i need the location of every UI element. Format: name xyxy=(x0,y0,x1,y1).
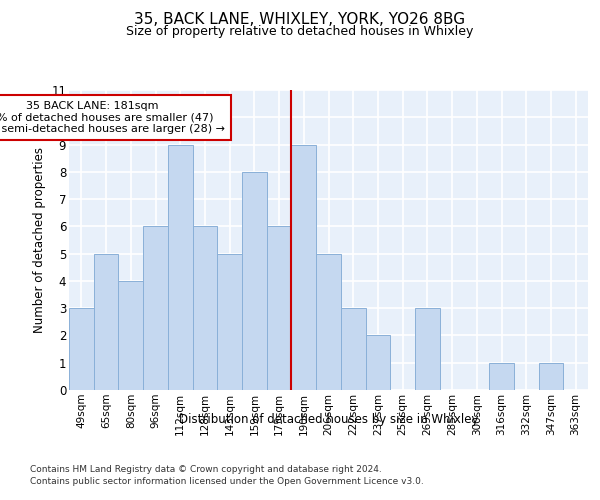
Bar xyxy=(69,308,94,390)
Bar xyxy=(267,226,292,390)
Bar xyxy=(316,254,341,390)
Bar xyxy=(539,362,563,390)
Y-axis label: Number of detached properties: Number of detached properties xyxy=(32,147,46,333)
Bar xyxy=(489,362,514,390)
Text: 35 BACK LANE: 181sqm
← 63% of detached houses are smaller (47)
37% of semi-detac: 35 BACK LANE: 181sqm ← 63% of detached h… xyxy=(0,101,225,134)
Bar xyxy=(143,226,168,390)
Text: Size of property relative to detached houses in Whixley: Size of property relative to detached ho… xyxy=(127,25,473,38)
Bar xyxy=(168,144,193,390)
Bar xyxy=(365,336,390,390)
Bar xyxy=(415,308,440,390)
Text: Contains public sector information licensed under the Open Government Licence v3: Contains public sector information licen… xyxy=(30,478,424,486)
Bar xyxy=(341,308,365,390)
Bar xyxy=(217,254,242,390)
Bar xyxy=(118,281,143,390)
Bar xyxy=(292,144,316,390)
Bar xyxy=(94,254,118,390)
Text: Distribution of detached houses by size in Whixley: Distribution of detached houses by size … xyxy=(179,412,479,426)
Bar xyxy=(193,226,217,390)
Text: Contains HM Land Registry data © Crown copyright and database right 2024.: Contains HM Land Registry data © Crown c… xyxy=(30,465,382,474)
Text: 35, BACK LANE, WHIXLEY, YORK, YO26 8BG: 35, BACK LANE, WHIXLEY, YORK, YO26 8BG xyxy=(134,12,466,28)
Bar xyxy=(242,172,267,390)
